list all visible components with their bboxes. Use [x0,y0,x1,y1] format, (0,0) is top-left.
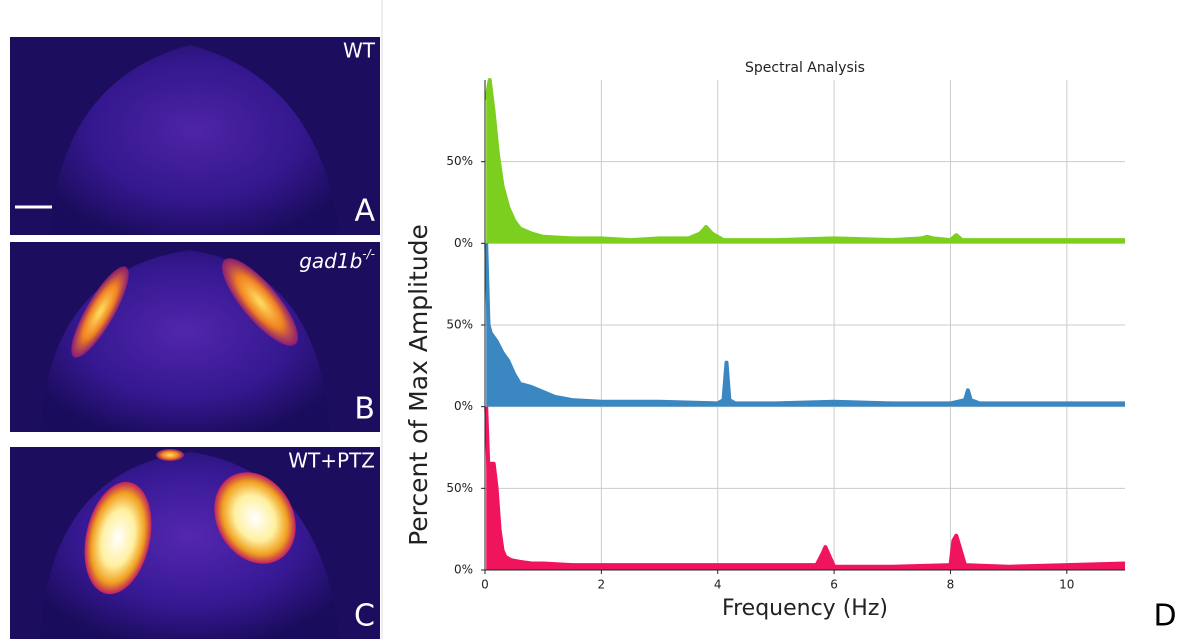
series-line [484,406,1126,569]
series-line [484,243,1125,406]
image-panel-c: WT+PTZ C [10,447,380,639]
y-tick-label: 50% [446,481,473,495]
series-line [484,78,1125,243]
figure-letter: D [1153,599,1176,634]
x-tick-label: 2 [598,578,606,592]
panel-label: WT+PTZ [288,449,375,473]
y-tick-label: 0% [454,563,473,577]
x-tick-label: 0 [481,578,489,592]
x-tick-label: 8 [947,578,955,592]
y-tick-label: 50% [446,318,473,332]
image-panel-a: WT A [10,37,380,235]
y-tick-label: 0% [454,399,473,413]
x-axis-label: Frequency (Hz) [722,596,888,621]
x-tick-label: 4 [714,578,722,592]
y-tick-label: 50% [446,154,473,168]
y-tick-label: 0% [454,236,473,250]
chart-title: Spectral Analysis [745,60,865,76]
panel-letter: B [354,392,375,427]
panel-label: WT [343,39,376,63]
label-text: gad1b [299,249,362,273]
panel-letter: C [354,599,375,634]
panel-label: gad1b-/- [299,247,375,273]
image-panel-b: gad1b-/- B [10,242,380,432]
x-tick-label: 10 [1059,578,1074,592]
label-superscript: -/- [362,247,375,261]
x-tick-label: 6 [830,578,838,592]
y-axis-label: Percent of Max Amplitude [404,224,433,546]
panel-letter: A [354,194,375,229]
